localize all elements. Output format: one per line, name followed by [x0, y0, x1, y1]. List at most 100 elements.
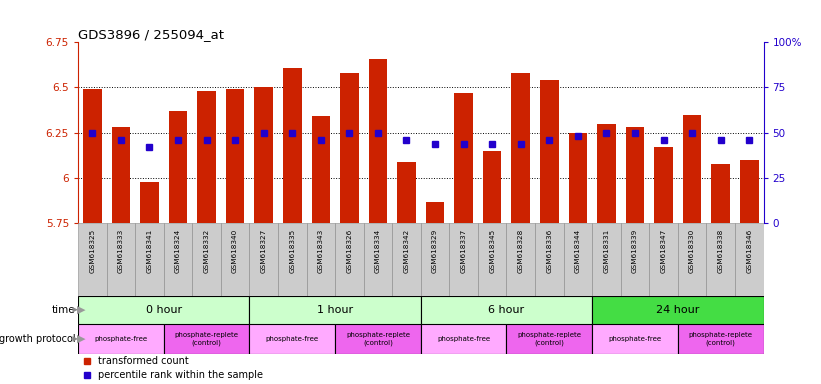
- Text: GSM618340: GSM618340: [232, 229, 238, 273]
- Bar: [449, 223, 478, 296]
- Text: phosphate-free: phosphate-free: [266, 336, 319, 342]
- Text: GSM618336: GSM618336: [546, 229, 553, 273]
- Text: GSM618333: GSM618333: [118, 229, 124, 273]
- Text: GSM618343: GSM618343: [318, 229, 323, 273]
- Bar: [511, 73, 530, 223]
- Text: GSM618347: GSM618347: [661, 229, 667, 273]
- Text: phosphate-free: phosphate-free: [608, 336, 662, 342]
- Bar: [135, 223, 163, 296]
- Text: GSM618331: GSM618331: [603, 229, 609, 273]
- Bar: [649, 223, 678, 296]
- Text: percentile rank within the sample: percentile rank within the sample: [98, 370, 263, 380]
- Bar: [112, 127, 130, 223]
- Bar: [454, 93, 473, 223]
- Text: GSM618328: GSM618328: [518, 229, 524, 273]
- Bar: [221, 223, 250, 296]
- Bar: [283, 68, 301, 223]
- Bar: [626, 127, 644, 223]
- Bar: [107, 223, 135, 296]
- Text: GSM618332: GSM618332: [204, 229, 209, 273]
- Text: GSM618337: GSM618337: [461, 229, 466, 273]
- Text: growth protocol: growth protocol: [0, 334, 76, 344]
- Text: GSM618329: GSM618329: [432, 229, 438, 273]
- Bar: [426, 202, 444, 223]
- Bar: [278, 223, 306, 296]
- Text: phosphate-free: phosphate-free: [94, 336, 148, 342]
- Text: GSM618339: GSM618339: [632, 229, 638, 273]
- Bar: [168, 111, 187, 223]
- Text: ▶: ▶: [77, 334, 86, 344]
- Text: ▶: ▶: [77, 305, 86, 315]
- Text: GSM618345: GSM618345: [489, 229, 495, 273]
- Bar: [421, 223, 449, 296]
- Bar: [78, 324, 163, 354]
- Text: phosphate-free: phosphate-free: [437, 336, 490, 342]
- Bar: [706, 223, 735, 296]
- Bar: [592, 324, 678, 354]
- Bar: [507, 223, 535, 296]
- Bar: [163, 223, 192, 296]
- Bar: [478, 223, 507, 296]
- Bar: [563, 223, 592, 296]
- Bar: [735, 223, 764, 296]
- Text: transformed count: transformed count: [98, 356, 189, 366]
- Text: 0 hour: 0 hour: [145, 305, 181, 315]
- Bar: [369, 58, 388, 223]
- Text: GSM618326: GSM618326: [346, 229, 352, 273]
- Bar: [592, 223, 621, 296]
- Bar: [255, 88, 273, 223]
- Text: GSM618335: GSM618335: [289, 229, 296, 273]
- Text: 6 hour: 6 hour: [488, 305, 525, 315]
- Bar: [250, 296, 421, 324]
- Text: phosphate-replete
(control): phosphate-replete (control): [517, 332, 581, 346]
- Bar: [163, 324, 250, 354]
- Bar: [535, 223, 563, 296]
- Bar: [226, 89, 245, 223]
- Bar: [569, 133, 587, 223]
- Bar: [507, 324, 592, 354]
- Bar: [306, 223, 335, 296]
- Text: time: time: [52, 305, 76, 315]
- Bar: [654, 147, 673, 223]
- Bar: [397, 162, 415, 223]
- Text: 24 hour: 24 hour: [656, 305, 699, 315]
- Text: GSM618338: GSM618338: [718, 229, 723, 273]
- Text: 1 hour: 1 hour: [317, 305, 353, 315]
- Text: phosphate-replete
(control): phosphate-replete (control): [689, 332, 753, 346]
- Bar: [335, 324, 421, 354]
- Bar: [483, 151, 502, 223]
- Bar: [421, 324, 507, 354]
- Bar: [421, 296, 592, 324]
- Text: GSM618344: GSM618344: [575, 229, 581, 273]
- Bar: [197, 91, 216, 223]
- Bar: [392, 223, 421, 296]
- Bar: [140, 182, 158, 223]
- Text: GDS3896 / 255094_at: GDS3896 / 255094_at: [78, 28, 224, 41]
- Text: GSM618341: GSM618341: [146, 229, 153, 273]
- Bar: [678, 324, 764, 354]
- Text: GSM618325: GSM618325: [89, 229, 95, 273]
- Text: GSM618346: GSM618346: [746, 229, 752, 273]
- Bar: [192, 223, 221, 296]
- Bar: [340, 73, 359, 223]
- Bar: [712, 164, 730, 223]
- Bar: [78, 296, 250, 324]
- Bar: [740, 160, 759, 223]
- Text: phosphate-replete
(control): phosphate-replete (control): [175, 332, 239, 346]
- Text: GSM618327: GSM618327: [260, 229, 267, 273]
- Bar: [78, 223, 107, 296]
- Text: GSM618342: GSM618342: [403, 229, 410, 273]
- Bar: [311, 116, 330, 223]
- Bar: [83, 89, 102, 223]
- Text: phosphate-replete
(control): phosphate-replete (control): [346, 332, 410, 346]
- Bar: [540, 80, 558, 223]
- Bar: [364, 223, 392, 296]
- Bar: [597, 124, 616, 223]
- Bar: [592, 296, 764, 324]
- Bar: [678, 223, 706, 296]
- Text: GSM618334: GSM618334: [375, 229, 381, 273]
- Bar: [335, 223, 364, 296]
- Bar: [250, 223, 278, 296]
- Bar: [250, 324, 335, 354]
- Text: GSM618330: GSM618330: [689, 229, 695, 273]
